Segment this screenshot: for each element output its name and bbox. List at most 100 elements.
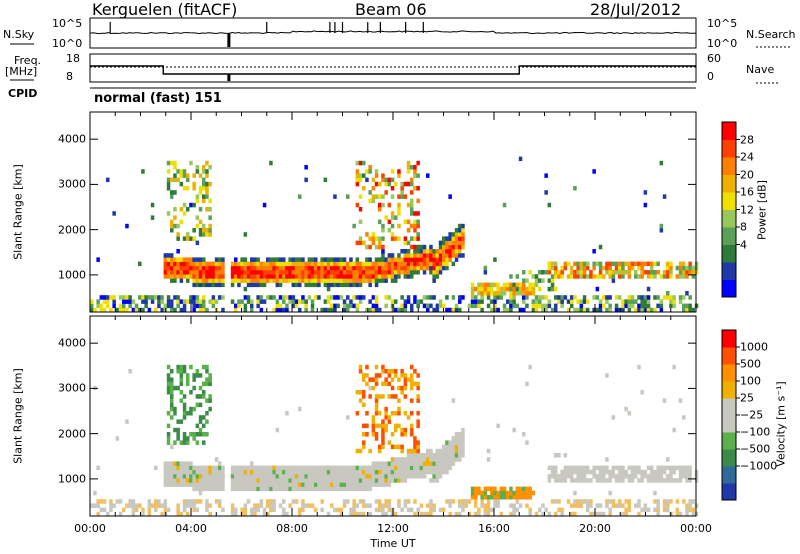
heatmap-cell <box>166 270 171 275</box>
heatmap-cell <box>240 482 244 487</box>
heatmap-cell <box>394 511 398 517</box>
heatmap-cell <box>166 390 171 395</box>
heatmap-cell <box>166 436 171 441</box>
heatmap-cell <box>317 465 321 471</box>
heatmap-cell <box>221 274 225 279</box>
heatmap-cell <box>90 303 94 309</box>
heatmap-cell <box>397 461 401 466</box>
heatmap-cell <box>381 278 385 283</box>
heatmap-cell <box>192 236 196 241</box>
heatmap-cell <box>378 499 382 504</box>
heatmap-cell <box>211 261 216 267</box>
heatmap-cell <box>416 303 420 309</box>
heatmap-cell <box>298 507 302 513</box>
heatmap-cell <box>262 507 267 513</box>
heatmap-cell <box>269 295 273 300</box>
heatmap-cell <box>301 474 305 479</box>
heatmap-cell <box>413 448 417 454</box>
heatmap-cell <box>298 261 302 267</box>
heatmap-cell <box>438 507 443 513</box>
heatmap-cell <box>205 232 209 237</box>
heatmap-cell <box>189 274 193 279</box>
heatmap-cell <box>429 511 433 517</box>
heatmap-cell <box>390 474 395 479</box>
heatmap-cell <box>499 495 504 500</box>
heatmap-cell <box>198 482 203 487</box>
heatmap-cell <box>678 274 683 279</box>
heatmap-cell <box>285 270 289 275</box>
heatmap-cell <box>371 432 376 437</box>
heatmap-cell <box>230 507 235 513</box>
heatmap-cell <box>106 299 110 304</box>
heatmap-cell <box>362 265 366 271</box>
heatmap-cell <box>352 482 356 487</box>
heatmap-cell <box>208 377 212 382</box>
heatmap-cell <box>483 286 488 292</box>
heatmap-cell <box>390 169 395 174</box>
heatmap-cell <box>339 270 344 275</box>
heatmap-cell <box>166 478 171 483</box>
heatmap-cell <box>448 240 452 246</box>
heatmap-cell <box>416 265 420 271</box>
heatmap-cell <box>496 495 500 500</box>
heatmap-cell <box>566 274 571 279</box>
heatmap-cell <box>435 478 440 483</box>
heatmap-cell <box>384 274 388 279</box>
heatmap-cell <box>605 270 609 275</box>
heatmap-cell <box>259 299 264 304</box>
heatmap-cell <box>563 469 568 475</box>
heatmap-cell <box>451 244 456 250</box>
heatmap-cell <box>474 511 478 517</box>
heatmap-cell <box>365 244 369 250</box>
heatmap-cell <box>410 211 414 216</box>
heatmap-cell <box>291 465 296 471</box>
heatmap-cell <box>275 307 280 313</box>
heatmap-cell <box>550 499 555 504</box>
heatmap-cell <box>589 478 593 483</box>
heatmap-cell <box>522 299 526 304</box>
velocity-colorbar-tick-label: 1000 <box>740 340 768 354</box>
heatmap-cell <box>458 432 462 437</box>
heatmap-cell <box>394 444 398 450</box>
heatmap-cell <box>269 482 273 487</box>
heatmap-cell <box>656 303 660 309</box>
heatmap-cell <box>198 474 203 479</box>
heatmap-cell <box>326 482 331 487</box>
heatmap-cell <box>662 274 667 279</box>
heatmap-cell <box>205 364 209 370</box>
heatmap-cell <box>195 423 200 429</box>
heatmap-cell <box>390 177 395 183</box>
heatmap-cell <box>330 261 334 267</box>
heatmap-cell <box>611 499 616 504</box>
heatmap-cell <box>355 278 360 283</box>
heatmap-cell <box>682 274 686 279</box>
heatmap-cell <box>122 299 126 304</box>
heatmap-cell <box>490 486 494 492</box>
heatmap-cell <box>173 406 177 412</box>
heatmap-cell <box>195 394 200 399</box>
heatmap-cell <box>301 299 305 304</box>
heatmap-cell <box>384 474 388 479</box>
heatmap-cell <box>624 299 628 304</box>
heatmap-cell <box>230 478 235 483</box>
heatmap-cell <box>614 295 619 300</box>
heatmap-cell <box>170 265 174 271</box>
heatmap-cell <box>669 303 673 309</box>
heatmap-cell <box>192 307 196 313</box>
heatmap-cell <box>618 469 622 475</box>
heatmap-cell <box>355 390 360 395</box>
heatmap-cell <box>371 278 376 283</box>
heatmap-cell <box>304 177 308 183</box>
heatmap-cell <box>438 448 443 454</box>
heatmap-cell <box>176 385 180 391</box>
heatmap-cell <box>477 282 481 288</box>
heatmap-cell <box>208 511 212 517</box>
heatmap-cell <box>115 307 120 313</box>
heatmap-cell <box>410 244 414 250</box>
heatmap-cell <box>234 270 238 275</box>
heatmap-cell <box>589 270 593 275</box>
heatmap-cell <box>262 511 267 517</box>
heatmap-cell <box>403 307 408 313</box>
heatmap-cell <box>166 373 171 378</box>
heatmap-cell <box>378 202 382 208</box>
